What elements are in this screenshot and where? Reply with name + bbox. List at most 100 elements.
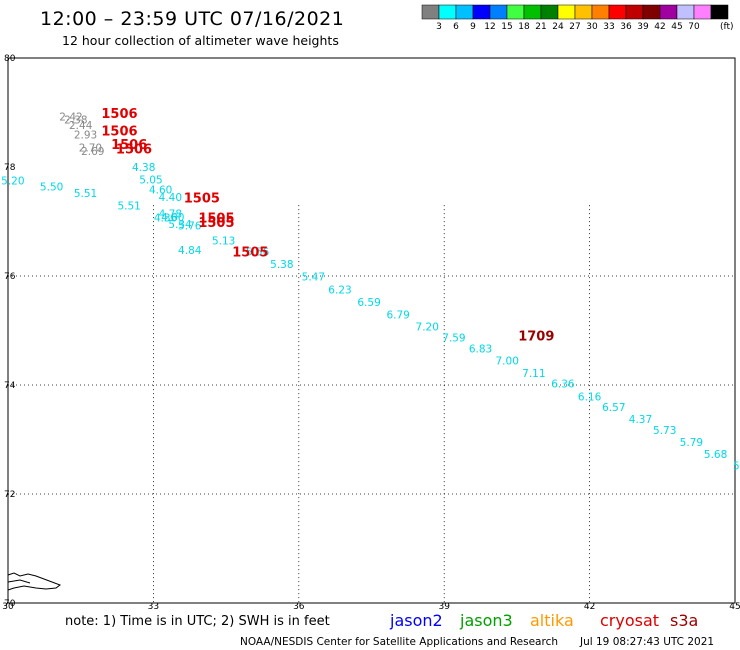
pass-time-label: 1505 [232, 245, 268, 260]
wave-height-value: 6.36 [551, 379, 575, 391]
colorbar-unit: (ft) [720, 22, 734, 32]
wave-height-value: 4.60 [149, 185, 172, 197]
longitude-label: 30 [2, 602, 14, 612]
colorbar-swatch [421, 4, 440, 20]
map-border [7, 57, 736, 604]
wave-height-value: 4.60 [161, 212, 184, 224]
longitude-label: 36 [293, 602, 305, 612]
colorbar-label: 21 [535, 22, 546, 32]
colorbar-label: 12 [484, 22, 495, 32]
wave-height-value: 5.47 [302, 271, 325, 283]
colorbar-swatch [625, 4, 644, 20]
colorbar-label: 45 [671, 22, 682, 32]
pass-time-label: 1506 [101, 124, 137, 139]
colorbar-label: 30 [586, 22, 598, 32]
colorbar-label: 70 [688, 22, 700, 32]
wave-height-value: 2.38 [64, 114, 87, 126]
wave-height-value: 6.23 [328, 284, 351, 296]
satellite-legend-s3a: s3a [670, 611, 698, 630]
coastline-path [7, 572, 62, 591]
colorbar-swatch [489, 4, 508, 20]
coastline [7, 572, 62, 591]
colorbar-label: 27 [569, 22, 580, 32]
pass-time-label: 1709 [518, 329, 554, 344]
colorbar-swatch [591, 4, 610, 20]
wave-height-value: 6.59 [357, 297, 380, 309]
satellite-legend-jason2: jason2 [389, 611, 443, 630]
colorbar-swatch [642, 4, 661, 20]
longitude-label: 45 [729, 602, 740, 612]
wave-height-value: 5.50 [40, 181, 63, 193]
wave-height-value: 7.00 [496, 355, 519, 367]
colorbar-swatch [676, 4, 695, 20]
satellite-legend: jason2 jason3 altika cryosat s3a [389, 611, 698, 630]
wave-height-value: 5.20 [1, 175, 24, 187]
colorbar-legend: 3 6 9 12 15 18 21 24 27 30 33 36 39 42 45 70 (ft) [421, 4, 734, 32]
wave-height-value: 5.76 [178, 221, 202, 233]
wave-height-value: 5.73 [653, 425, 676, 437]
wave-height-value: 5.56 [246, 246, 270, 258]
wave-height-value: 2.70 [79, 143, 102, 155]
wave-height-value: 2.69 [81, 146, 104, 158]
colorbar-label: 36 [620, 22, 632, 32]
satellite-legend-altika: altika [530, 611, 574, 630]
colorbar-label: 3 [436, 22, 442, 32]
coastline-inlet [7, 579, 31, 584]
wave-height-value: 2.93 [74, 130, 97, 142]
pass-time-label: 1505 [184, 191, 220, 206]
footer-credit: NOAA/NESDIS Center for Satellite Applica… [240, 636, 558, 648]
wave-height-value: 5.38 [270, 259, 293, 271]
colorbar-label: 18 [518, 22, 530, 32]
colorbar-label: 6 [453, 22, 459, 32]
latitude-label: 80 [4, 54, 16, 64]
longitude-label: 39 [438, 602, 450, 612]
wave-height-value: 4.84 [178, 245, 202, 257]
latitude-label: 72 [4, 490, 15, 500]
wave-height-value: 6.79 [386, 310, 409, 322]
page-subtitle: 12 hour collection of altimeter wave hei… [62, 33, 339, 48]
colorbar-swatch [540, 4, 559, 20]
wave-height-value: 4.78 [159, 209, 182, 221]
wave-height-value: 5.68 [704, 449, 727, 461]
pass-time-label: 1506 [116, 142, 152, 157]
pass-time-label: 1505 [198, 216, 234, 231]
pass-time-label: 1505 [198, 212, 234, 227]
colorbar-swatch [659, 4, 678, 20]
wave-height-value: 2.44 [69, 120, 93, 132]
wave-height-value: 5.05 [139, 174, 162, 186]
wave-height-observations: 2.422.382.442.932.702.69 5.20 5.50 5.51 5.51… [1, 112, 740, 473]
colorbar-swatch [693, 4, 712, 20]
latitude-label: 76 [4, 272, 16, 282]
colorbar-label: 24 [552, 22, 564, 32]
wave-height-value: 4.40 [159, 192, 182, 204]
wave-height-value: 6.16 [578, 391, 602, 403]
colorbar-swatch [455, 4, 474, 20]
colorbar-swatch [574, 4, 593, 20]
colorbar-label: 42 [654, 22, 665, 32]
colorbar-swatch [557, 4, 576, 20]
wave-height-value: 6.83 [469, 343, 492, 355]
latitude-label: 74 [4, 381, 16, 391]
map-grid [8, 205, 735, 603]
colorbar-swatch [523, 4, 542, 20]
satellite-legend-jason3: jason3 [459, 611, 513, 630]
colorbar-label: 9 [470, 22, 476, 32]
wave-height-value: 4.38 [132, 162, 155, 174]
colorbar-swatch [710, 4, 729, 20]
colorbar-swatch [438, 4, 457, 20]
wave-height-value: 5.13 [212, 235, 235, 247]
wave-height-value: 7.11 [522, 368, 545, 380]
colorbar-swatch [608, 4, 627, 20]
satellite-legend-cryosat: cryosat [600, 611, 659, 630]
wave-height-value: 5.51 [74, 188, 97, 200]
wave-height-value: 5.79 [680, 437, 703, 449]
wave-height-value: 7.59 [442, 332, 465, 344]
colorbar-label: 15 [501, 22, 512, 32]
longitude-labels: 30 33 36 39 42 45 [2, 602, 740, 612]
latitude-label: 78 [4, 163, 16, 173]
colorbar-label: 33 [603, 22, 614, 32]
wave-height-value: 7.20 [416, 322, 439, 334]
